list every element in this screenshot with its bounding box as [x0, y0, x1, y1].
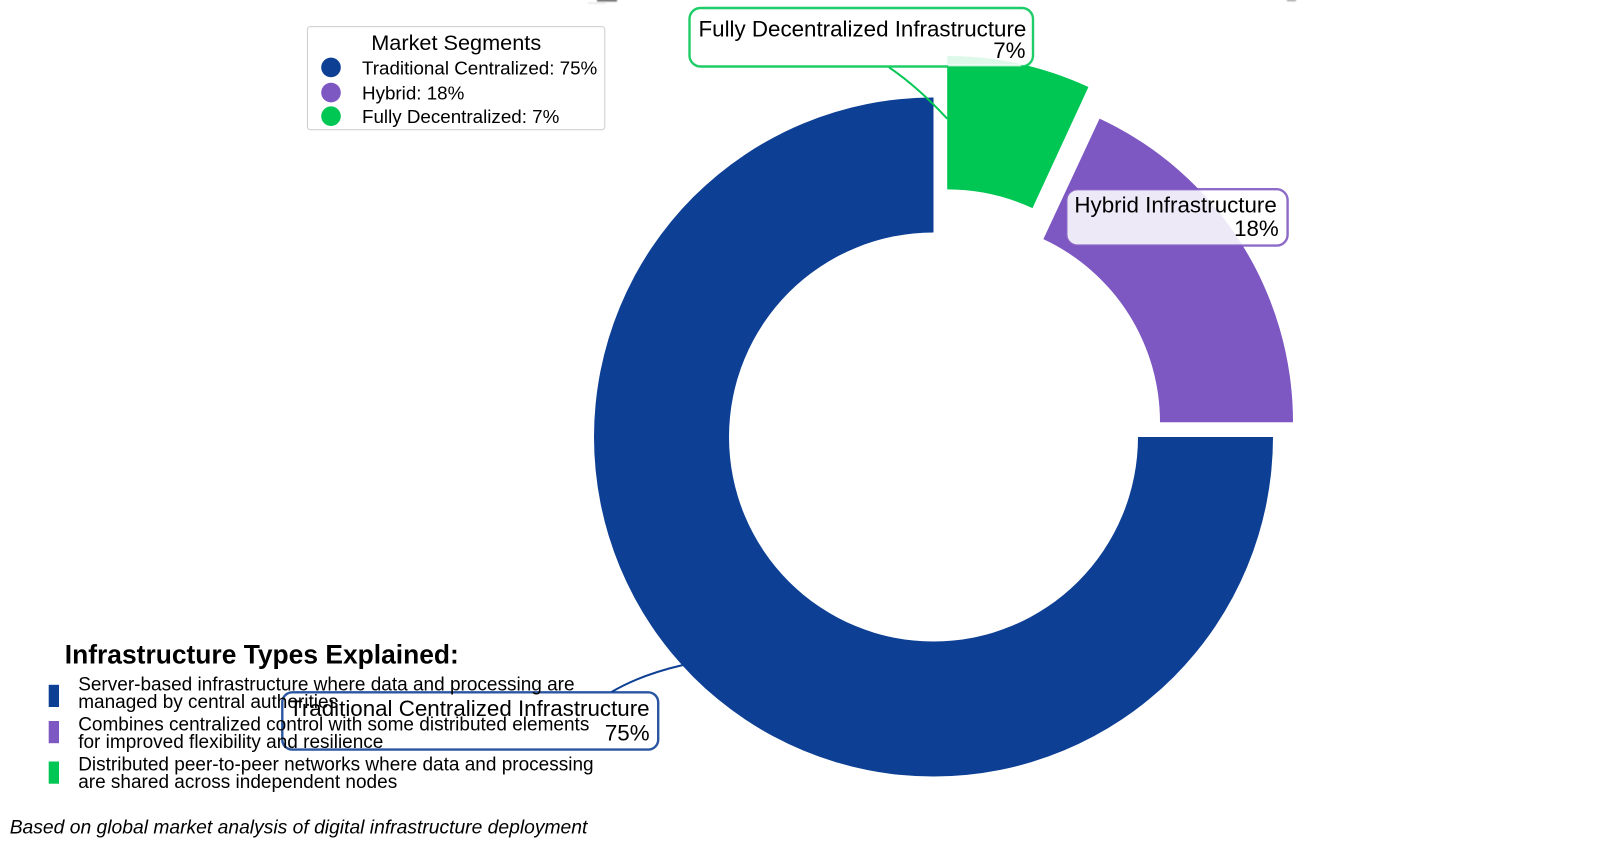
svg-text:Traditional Centralized: 75%: Traditional Centralized: 75% — [362, 57, 598, 78]
svg-text:75%: 75% — [605, 720, 650, 745]
svg-text:Infrastructure Types Explained: Infrastructure Types Explained: — [65, 640, 459, 670]
svg-text:Combines centralized control w: Combines centralized control with some d… — [78, 715, 589, 736]
svg-text:Hybrid Infrastructure: Hybrid Infrastructure — [1074, 193, 1276, 218]
svg-text:Market Segments: Market Segments — [371, 30, 541, 55]
svg-text:Server-based infrastructure wh: Server-based infrastructure where data a… — [78, 675, 574, 696]
svg-text:are shared across independent: are shared across independent nodes — [78, 772, 397, 793]
svg-text:Fully Decentralized: 7%: Fully Decentralized: 7% — [362, 106, 560, 127]
svg-text:for improved flexibility and r: for improved flexibility and resilience — [78, 732, 383, 753]
svg-text:Hybrid: 18%: Hybrid: 18% — [362, 83, 465, 104]
svg-text:Distributed peer-to-peer netwo: Distributed peer-to-peer networks where … — [78, 754, 593, 775]
svg-text:18%: 18% — [1234, 216, 1279, 241]
svg-text:Based on global market analysi: Based on global market analysis of digit… — [10, 818, 589, 839]
svg-text:7%: 7% — [993, 38, 1025, 63]
svg-text:managed by central authorities: managed by central authorities — [78, 692, 338, 713]
svg-text:Traditional Centralized Infras: Traditional Centralized Infrastructure — [289, 696, 650, 721]
svg-text:Fully Decentralized Infrastruc: Fully Decentralized Infrastructure — [699, 16, 1027, 41]
